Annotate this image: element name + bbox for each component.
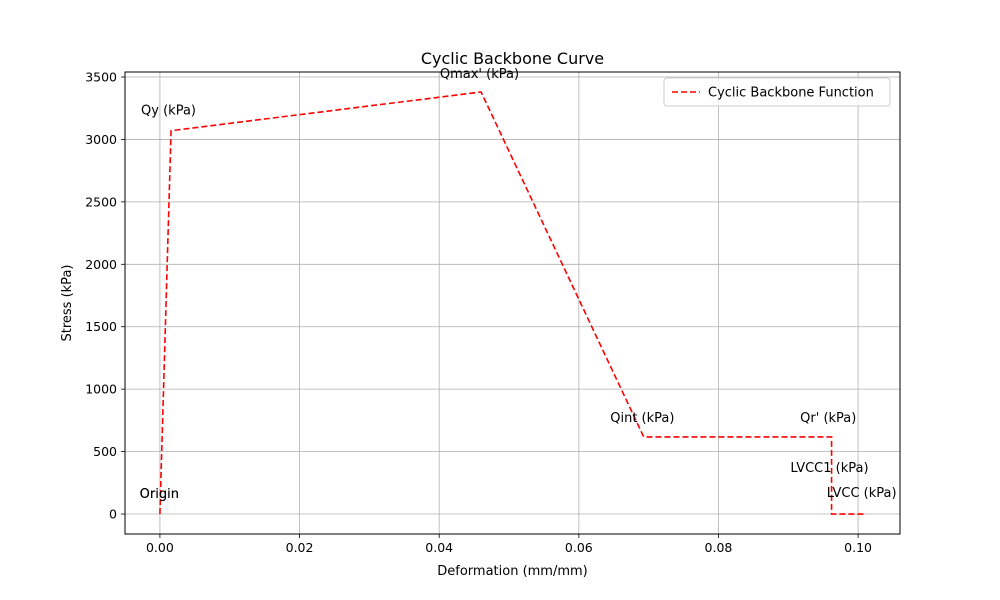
x-tick-label: 0.06	[565, 540, 593, 555]
y-tick-label: 1000	[85, 382, 117, 397]
point-annotation: Qint (kPa)	[610, 411, 674, 426]
grid-lines	[125, 72, 900, 534]
point-annotation: LVCC (kPa)	[827, 486, 897, 501]
chart-title: Cyclic Backbone Curve	[421, 49, 604, 68]
point-annotation: Qy (kPa)	[141, 103, 196, 118]
legend-label: Cyclic Backbone Function	[708, 86, 874, 101]
point-annotation: LVCC1 (kPa)	[790, 461, 868, 476]
y-tick-label: 2000	[85, 257, 117, 272]
legend-box	[663, 77, 891, 107]
legend: Cyclic Backbone Function	[663, 77, 891, 107]
series-line	[159, 91, 867, 515]
point-annotation: Qmax' (kPa)	[440, 67, 519, 82]
y-tick-label: 3000	[85, 132, 117, 147]
point-annotation: Qr' (kPa)	[800, 411, 856, 426]
y-tick-label: 0	[109, 507, 117, 522]
y-tick-label: 3500	[85, 69, 117, 84]
x-tick-label: 0.00	[146, 540, 174, 555]
point-annotation: Origin	[140, 487, 179, 502]
x-axis-title: Deformation (mm/mm)	[437, 564, 588, 579]
y-tick-label: 500	[93, 444, 117, 459]
y-axis-title: Stress (kPa)	[60, 265, 75, 342]
axis-ticks: 0.00 0.02 0.04 0.06 0.08 0.10 0 500 1000 1500 2000…	[85, 69, 872, 555]
y-tick-label: 1500	[85, 319, 117, 334]
point-annotation: Origin	[140, 487, 179, 502]
x-tick-label: 0.08	[705, 540, 733, 555]
y-tick-label: 2500	[85, 194, 117, 209]
x-tick-label: 0.04	[425, 540, 453, 555]
plot-frame	[124, 71, 901, 535]
x-tick-label: 0.02	[286, 540, 314, 555]
x-tick-label: 0.10	[844, 540, 872, 555]
series-layer	[159, 91, 867, 515]
